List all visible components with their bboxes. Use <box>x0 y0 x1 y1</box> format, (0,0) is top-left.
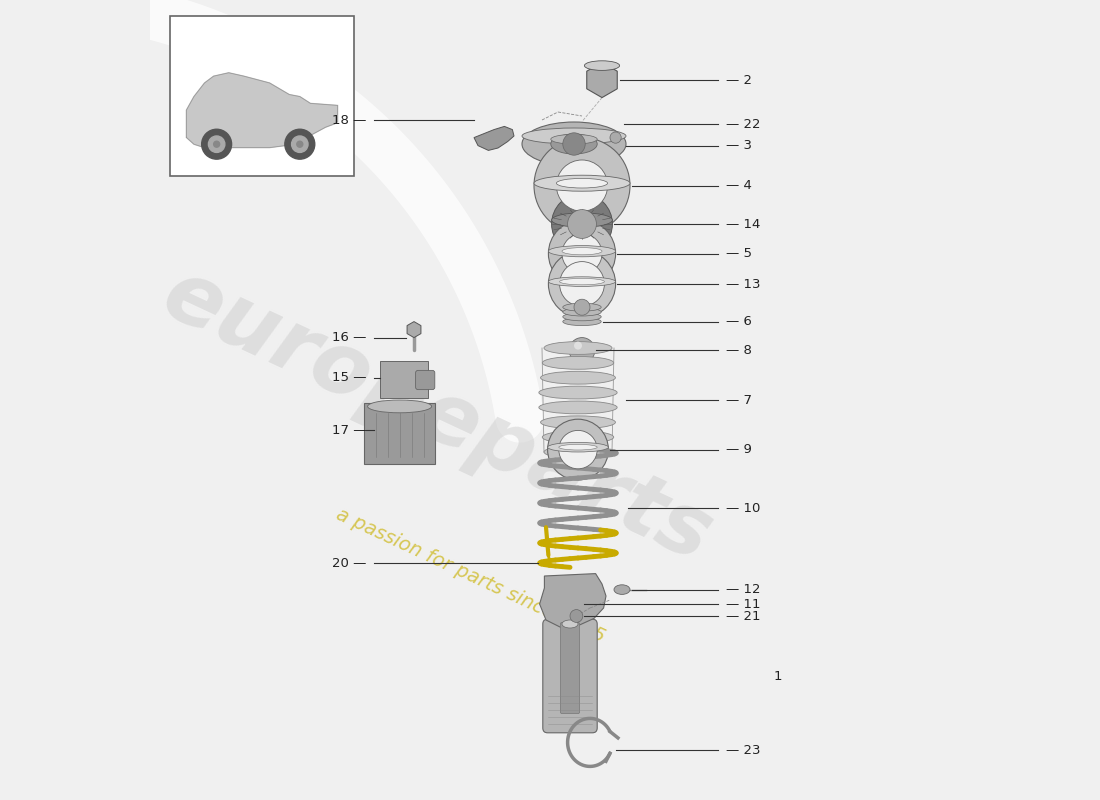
Circle shape <box>574 299 590 315</box>
Text: — 14: — 14 <box>726 218 760 230</box>
Text: europeparts: europeparts <box>151 253 726 579</box>
Ellipse shape <box>549 277 616 286</box>
Circle shape <box>551 194 613 254</box>
FancyBboxPatch shape <box>379 361 428 398</box>
Text: 17 —: 17 — <box>331 424 366 437</box>
Ellipse shape <box>548 442 608 452</box>
Circle shape <box>568 210 596 238</box>
Text: 1: 1 <box>774 670 782 682</box>
Ellipse shape <box>562 620 578 628</box>
Ellipse shape <box>551 134 597 144</box>
Text: — 11: — 11 <box>726 598 760 610</box>
Ellipse shape <box>557 178 607 188</box>
Polygon shape <box>586 62 617 98</box>
Ellipse shape <box>549 246 616 257</box>
Text: — 5: — 5 <box>726 247 752 260</box>
Text: — 10: — 10 <box>726 502 760 514</box>
Ellipse shape <box>563 318 602 326</box>
Ellipse shape <box>544 342 612 354</box>
Text: — 6: — 6 <box>726 315 752 328</box>
Ellipse shape <box>551 213 613 227</box>
Text: — 9: — 9 <box>726 443 752 456</box>
Text: — 23: — 23 <box>726 744 760 757</box>
Ellipse shape <box>539 401 617 414</box>
Ellipse shape <box>542 357 614 370</box>
Ellipse shape <box>563 313 602 321</box>
FancyBboxPatch shape <box>542 619 597 733</box>
Ellipse shape <box>584 61 619 70</box>
Text: — 21: — 21 <box>726 610 760 622</box>
FancyBboxPatch shape <box>560 622 580 714</box>
Text: — 7: — 7 <box>726 394 752 406</box>
Polygon shape <box>186 73 338 147</box>
Ellipse shape <box>559 444 597 450</box>
Text: — 3: — 3 <box>726 139 752 152</box>
Ellipse shape <box>522 122 626 166</box>
Ellipse shape <box>560 278 604 285</box>
Circle shape <box>208 136 224 153</box>
Circle shape <box>534 138 630 234</box>
Ellipse shape <box>522 128 626 144</box>
Text: — 22: — 22 <box>726 118 760 130</box>
Text: 20 —: 20 — <box>331 557 366 570</box>
Circle shape <box>297 142 302 147</box>
Text: 18 —: 18 — <box>331 114 366 126</box>
Circle shape <box>548 419 608 480</box>
Ellipse shape <box>540 416 615 429</box>
Text: — 2: — 2 <box>726 74 752 86</box>
Ellipse shape <box>562 247 602 254</box>
Circle shape <box>560 262 604 306</box>
Circle shape <box>292 136 308 153</box>
Circle shape <box>562 234 602 274</box>
Ellipse shape <box>539 386 617 399</box>
Text: 16 —: 16 — <box>331 331 366 344</box>
Text: — 4: — 4 <box>726 179 752 192</box>
Circle shape <box>574 342 582 350</box>
Circle shape <box>549 250 616 318</box>
Text: a passion for parts since 1985: a passion for parts since 1985 <box>332 505 607 647</box>
Ellipse shape <box>614 585 630 594</box>
Circle shape <box>285 130 315 159</box>
Polygon shape <box>407 322 421 338</box>
Ellipse shape <box>563 303 602 311</box>
Polygon shape <box>474 126 514 150</box>
FancyBboxPatch shape <box>364 403 434 464</box>
Bar <box>170 16 354 176</box>
Circle shape <box>610 132 621 143</box>
FancyBboxPatch shape <box>416 370 434 390</box>
Ellipse shape <box>367 400 431 413</box>
Circle shape <box>201 130 232 159</box>
Circle shape <box>570 610 583 622</box>
Circle shape <box>557 160 607 211</box>
Text: — 8: — 8 <box>726 344 752 357</box>
Text: 15 —: 15 — <box>331 371 366 384</box>
Circle shape <box>563 133 585 155</box>
Circle shape <box>559 430 597 469</box>
Circle shape <box>569 338 595 363</box>
Ellipse shape <box>540 371 615 384</box>
Polygon shape <box>540 574 606 628</box>
Circle shape <box>549 220 616 287</box>
Ellipse shape <box>563 308 602 316</box>
Ellipse shape <box>542 430 614 443</box>
Circle shape <box>213 142 220 147</box>
Text: — 12: — 12 <box>726 583 760 596</box>
Ellipse shape <box>544 446 612 458</box>
Ellipse shape <box>551 134 597 154</box>
Ellipse shape <box>534 175 630 191</box>
Text: — 13: — 13 <box>726 278 760 290</box>
